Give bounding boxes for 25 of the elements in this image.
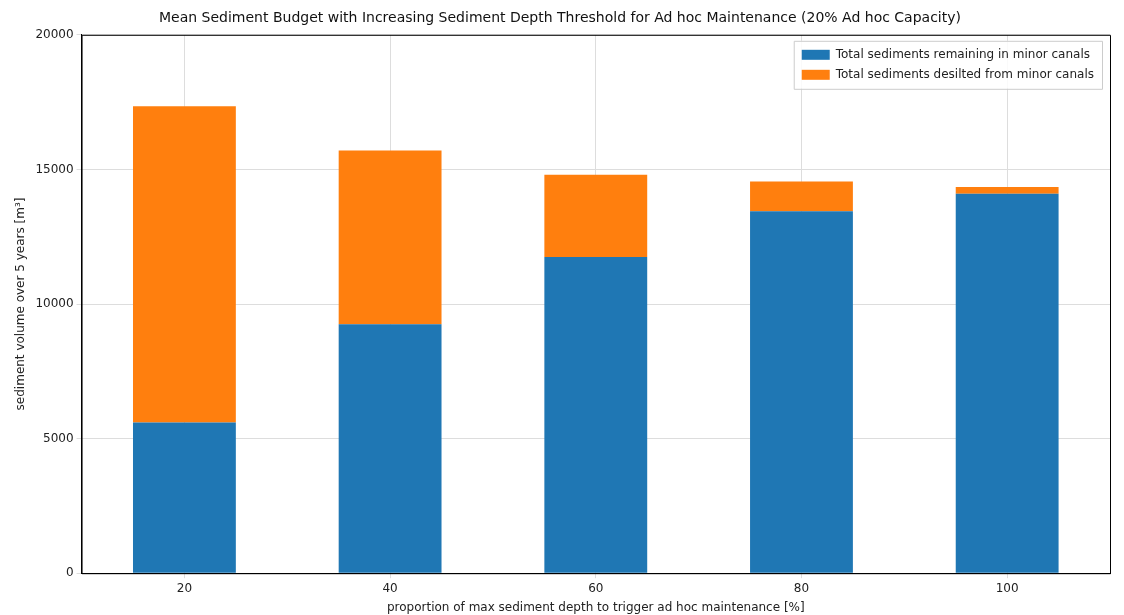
x-tick-label: 40 [382,580,398,595]
y-axis-title: sediment volume over 5 years [m³] [13,197,28,411]
x-axis-title: proportion of max sediment depth to trigger ad hoc maintenance [%] [386,599,805,614]
bar [955,186,1059,194]
bar [955,193,1059,573]
y-tick-label: 10000 [35,296,74,311]
chart-title: Mean Sediment Budget with Increasing Sediment Depth Threshold for Ad hoc Maintenance (20% Ad hoc Capacity) [159,9,961,26]
bar [338,150,442,325]
bar [750,211,853,573]
y-tick-label: 0 [65,565,74,580]
x-tick-label: 20 [176,580,193,595]
bar [750,181,853,212]
bar [133,106,236,423]
x-tick-label: 60 [588,580,604,595]
bar [338,324,442,573]
x-tick-label: 100 [995,580,1019,595]
bar [133,422,236,573]
bar [544,256,648,573]
bar [544,174,648,257]
y-tick-label: 5000 [43,430,74,445]
legend-label: Total sediments desilted from minor canals [834,66,1095,81]
legend-label: Total sediments remaining in minor canals [834,46,1090,61]
x-tick-label: 80 [793,580,810,595]
y-tick-label: 20000 [35,26,74,41]
y-tick-label: 15000 [35,161,74,176]
